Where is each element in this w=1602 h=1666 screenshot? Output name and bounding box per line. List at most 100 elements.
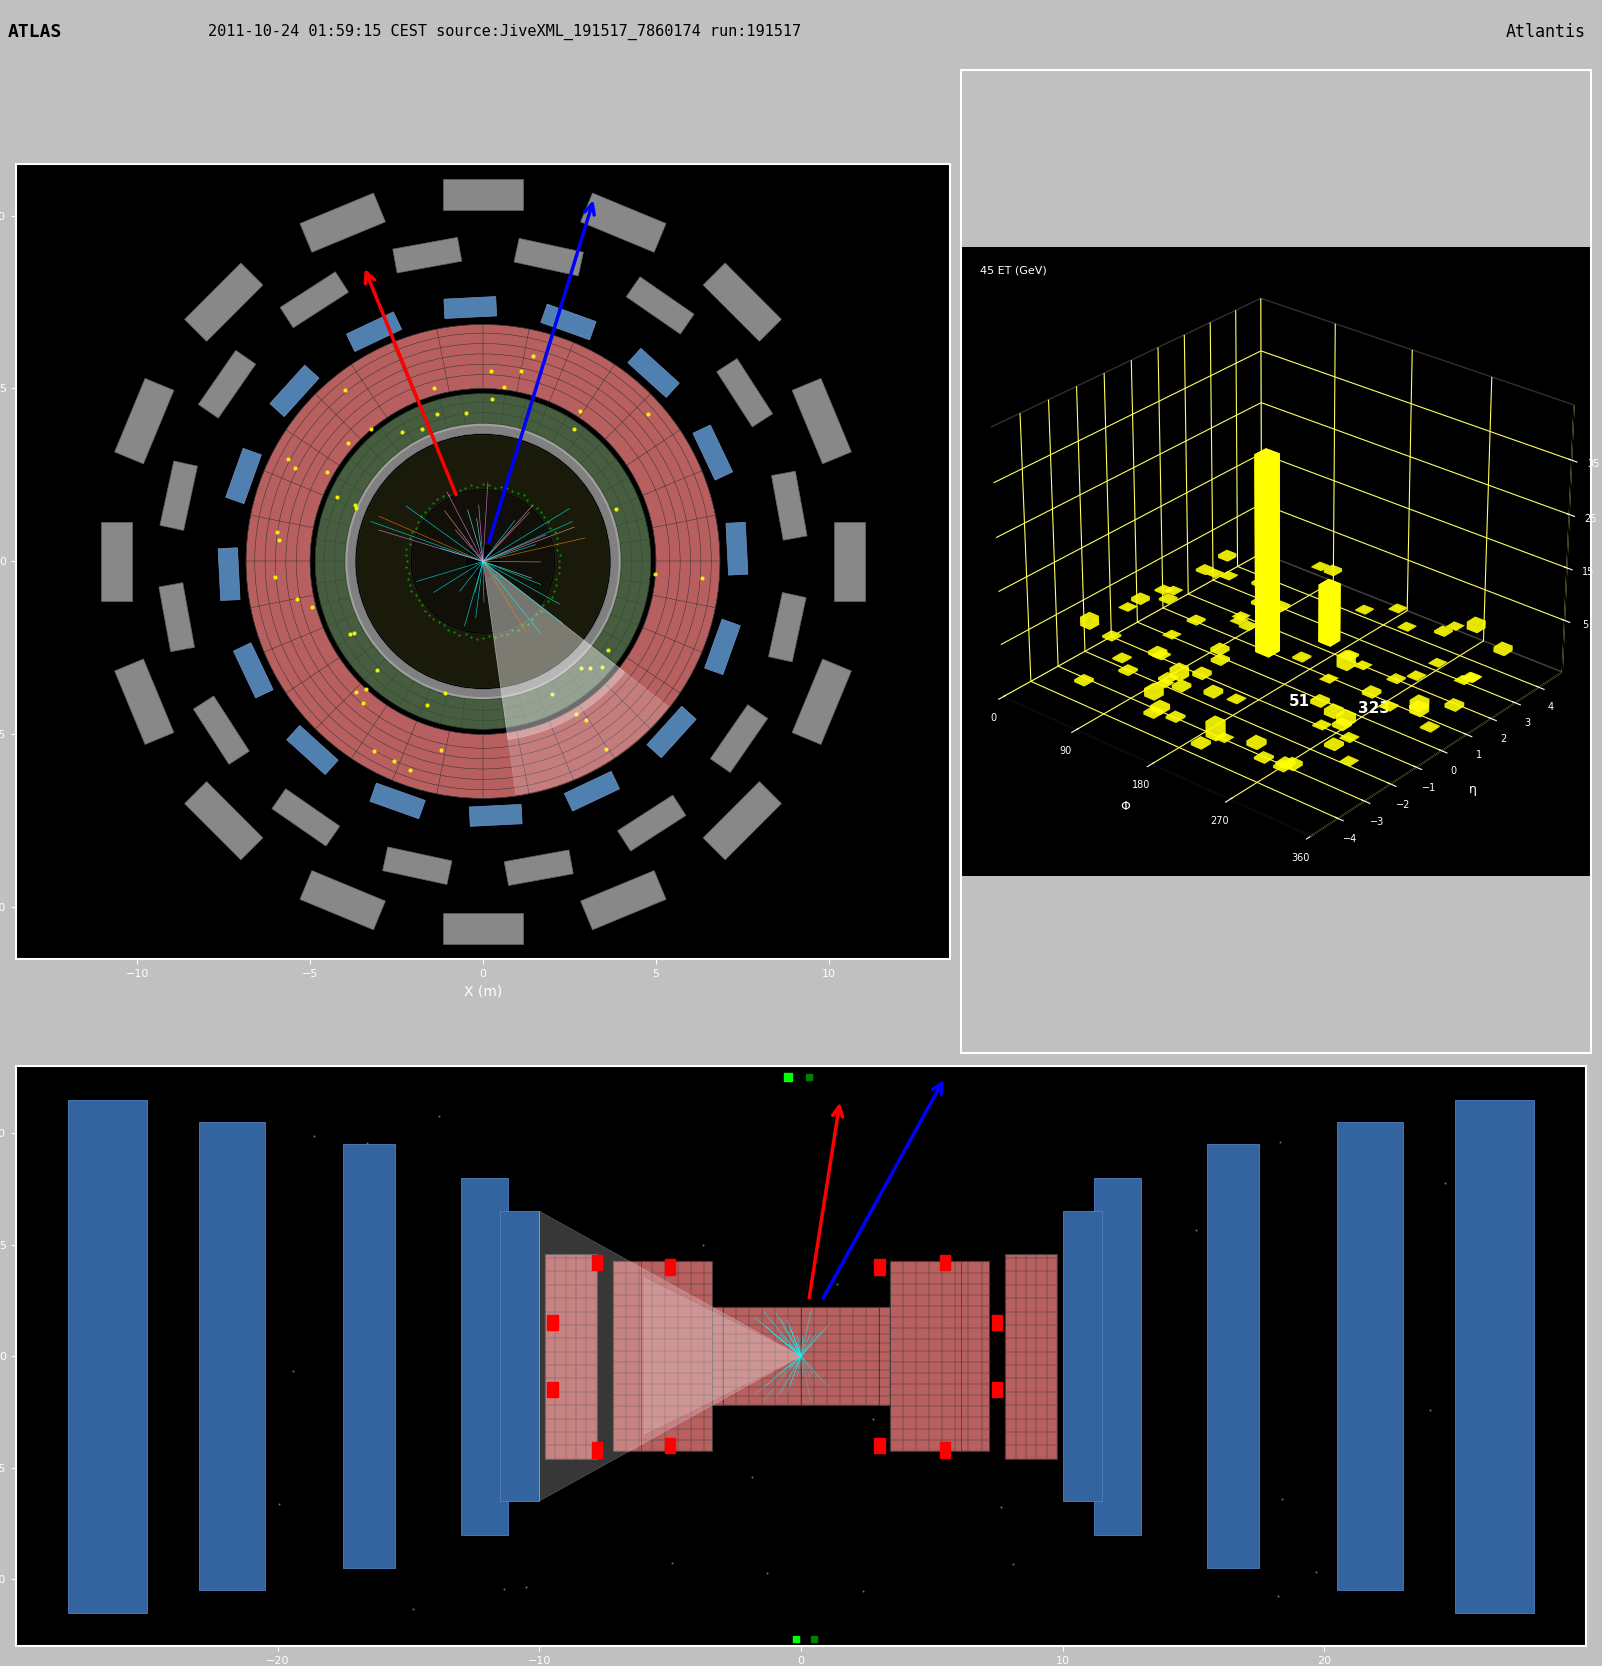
Wedge shape [412,490,554,633]
Polygon shape [694,425,732,480]
Polygon shape [703,781,782,860]
Polygon shape [791,378,851,463]
Polygon shape [564,771,620,811]
Polygon shape [160,461,197,530]
Polygon shape [101,521,131,601]
Polygon shape [628,348,679,398]
Bar [548,1314,557,1331]
X-axis label: X (m): X (m) [465,985,501,998]
Polygon shape [184,263,263,342]
Circle shape [346,425,620,698]
Circle shape [356,433,610,690]
Bar [891,1261,961,1451]
Polygon shape [159,583,194,651]
Circle shape [314,392,652,731]
Bar [723,1308,801,1404]
Polygon shape [580,871,666,930]
Polygon shape [469,805,522,826]
Polygon shape [726,523,748,575]
Bar [875,1438,884,1453]
Polygon shape [226,448,261,503]
Polygon shape [716,358,772,426]
Text: 51: 51 [1288,695,1310,710]
Wedge shape [247,325,719,798]
Circle shape [466,545,500,578]
Polygon shape [194,696,250,765]
Bar [343,1145,396,1568]
Polygon shape [184,781,263,860]
Bar [665,1438,676,1453]
Polygon shape [444,297,497,318]
Bar [199,1121,264,1591]
Bar [612,1261,641,1451]
Bar [641,1261,711,1451]
Bar [992,1314,1003,1331]
Polygon shape [383,846,452,885]
Bar [1206,1145,1259,1568]
Polygon shape [505,850,574,886]
Text: 323: 323 [1358,700,1391,715]
Polygon shape [617,795,686,851]
Text: 2011-10-24 01:59:15 CEST source:JiveXML_191517_7860174 run:191517: 2011-10-24 01:59:15 CEST source:JiveXML_… [208,23,801,40]
X-axis label: Φ: Φ [1120,800,1129,813]
Polygon shape [710,705,767,773]
Bar [591,1254,602,1269]
Bar [940,1254,950,1269]
Polygon shape [644,1278,801,1434]
Bar [665,1259,676,1274]
Polygon shape [835,521,865,601]
Bar [461,1178,508,1534]
Polygon shape [444,180,522,210]
Polygon shape [514,238,583,277]
Bar [1338,1121,1403,1591]
Bar [992,1381,1003,1398]
Polygon shape [580,193,666,252]
Polygon shape [647,706,697,758]
Polygon shape [703,263,782,342]
Polygon shape [234,643,272,698]
Polygon shape [115,378,175,463]
Bar [500,1211,540,1501]
Polygon shape [540,1211,801,1501]
Bar [879,1308,892,1404]
Bar [545,1253,598,1459]
Polygon shape [287,725,338,775]
Bar [1004,1253,1057,1459]
Polygon shape [705,620,740,675]
Polygon shape [269,365,319,416]
Wedge shape [484,561,625,740]
Wedge shape [484,561,668,795]
Bar [875,1259,884,1274]
Bar [1062,1211,1102,1501]
Wedge shape [357,435,609,688]
Bar [801,1308,879,1404]
Polygon shape [370,783,425,818]
Polygon shape [280,272,349,328]
Y-axis label: η: η [1469,783,1477,796]
Text: Atlantis: Atlantis [1506,23,1586,40]
Text: 45 ET (GeV): 45 ET (GeV) [980,265,1046,275]
Polygon shape [272,788,340,846]
Polygon shape [769,593,806,661]
Polygon shape [541,305,596,340]
Polygon shape [300,193,386,252]
Polygon shape [392,237,461,273]
Bar [591,1443,602,1458]
Bar [1094,1178,1141,1534]
Bar [961,1261,990,1451]
Wedge shape [316,393,650,730]
Polygon shape [300,871,386,930]
Polygon shape [626,277,694,335]
Polygon shape [218,548,240,600]
Polygon shape [346,312,402,352]
Polygon shape [791,660,851,745]
Bar [1455,1100,1533,1613]
Polygon shape [115,660,175,745]
Bar [711,1333,891,1379]
Text: ATLAS: ATLAS [8,23,62,40]
Polygon shape [444,913,522,943]
Bar [710,1308,723,1404]
Polygon shape [199,350,256,418]
Bar [940,1443,950,1458]
Bar [69,1100,147,1613]
